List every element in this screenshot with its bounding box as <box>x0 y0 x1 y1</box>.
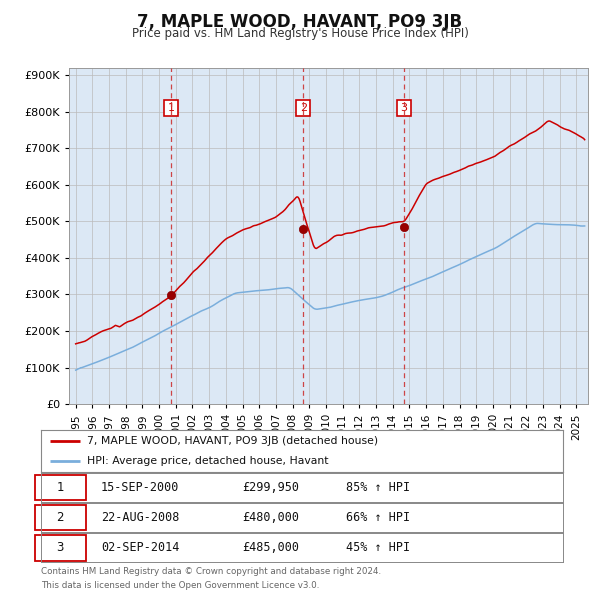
FancyBboxPatch shape <box>35 535 86 560</box>
Text: 3: 3 <box>400 103 407 113</box>
Text: Contains HM Land Registry data © Crown copyright and database right 2024.: Contains HM Land Registry data © Crown c… <box>41 567 381 576</box>
Text: This data is licensed under the Open Government Licence v3.0.: This data is licensed under the Open Gov… <box>41 581 319 590</box>
Text: 1: 1 <box>56 481 64 494</box>
Text: £480,000: £480,000 <box>242 511 299 525</box>
Text: 15-SEP-2000: 15-SEP-2000 <box>101 481 179 494</box>
Text: 7, MAPLE WOOD, HAVANT, PO9 3JB: 7, MAPLE WOOD, HAVANT, PO9 3JB <box>137 13 463 31</box>
Text: 2: 2 <box>56 511 64 525</box>
Text: 66% ↑ HPI: 66% ↑ HPI <box>346 511 410 525</box>
Text: 45% ↑ HPI: 45% ↑ HPI <box>346 541 410 555</box>
Text: 02-SEP-2014: 02-SEP-2014 <box>101 541 179 555</box>
Text: 22-AUG-2008: 22-AUG-2008 <box>101 511 179 525</box>
Text: £485,000: £485,000 <box>242 541 299 555</box>
FancyBboxPatch shape <box>35 475 86 500</box>
FancyBboxPatch shape <box>35 505 86 530</box>
Text: Price paid vs. HM Land Registry's House Price Index (HPI): Price paid vs. HM Land Registry's House … <box>131 27 469 40</box>
Text: 7, MAPLE WOOD, HAVANT, PO9 3JB (detached house): 7, MAPLE WOOD, HAVANT, PO9 3JB (detached… <box>87 435 378 445</box>
Text: 85% ↑ HPI: 85% ↑ HPI <box>346 481 410 494</box>
Text: 1: 1 <box>167 103 175 113</box>
Text: 2: 2 <box>300 103 307 113</box>
Text: 3: 3 <box>56 541 64 555</box>
Text: £299,950: £299,950 <box>242 481 299 494</box>
Text: HPI: Average price, detached house, Havant: HPI: Average price, detached house, Hava… <box>87 456 328 466</box>
